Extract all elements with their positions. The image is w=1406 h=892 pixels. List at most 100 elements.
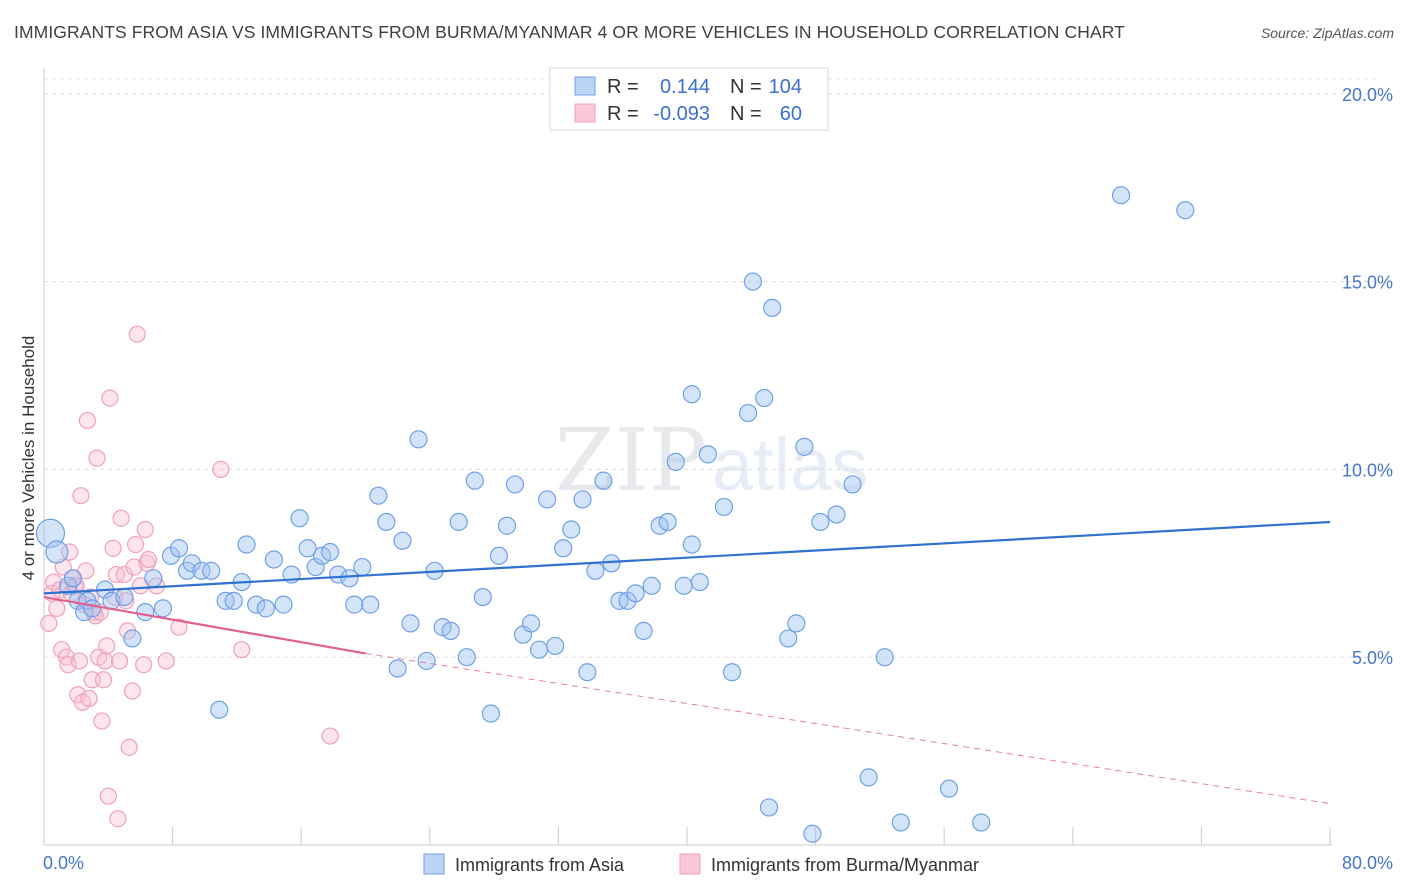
legend-label-asia: Immigrants from Asia xyxy=(455,855,625,875)
y-tick-label: 20.0% xyxy=(1342,85,1393,105)
asia-point xyxy=(123,629,142,648)
legend-swatch-asia xyxy=(423,853,445,875)
asia-point xyxy=(755,388,774,408)
stats-asia-n-label: N = xyxy=(730,76,762,98)
legend-swatch-burma xyxy=(679,853,701,875)
x-tick-label-max: 80.0% xyxy=(1342,853,1393,873)
y-tick-label: 10.0% xyxy=(1342,460,1393,480)
burma-point xyxy=(88,449,106,467)
asia-point xyxy=(875,648,894,667)
asia-point xyxy=(682,385,701,404)
stats-burma-r-value: -0.093 xyxy=(653,103,710,125)
burma-point xyxy=(98,637,116,655)
burma-point xyxy=(96,652,114,670)
burma-point xyxy=(59,656,77,674)
burma-point xyxy=(139,550,158,569)
asia-point xyxy=(409,430,428,449)
asia-point xyxy=(473,587,492,607)
stats-asia-r-label: R = xyxy=(607,76,639,98)
asia-point xyxy=(891,813,910,832)
burma-point xyxy=(112,509,130,527)
asia-point xyxy=(393,531,412,550)
source-credit: Source: ZipAtlas.com xyxy=(1260,25,1394,41)
burma-point xyxy=(233,641,251,659)
series-asia-points xyxy=(35,186,1195,843)
asia-point xyxy=(115,587,134,607)
asia-point xyxy=(35,518,66,548)
asia-point xyxy=(763,298,782,317)
asia-point xyxy=(369,486,388,505)
stats-legend: R = 0.144 N = 104 R = -0.093 N = 60 xyxy=(549,67,829,131)
asia-point xyxy=(787,614,806,633)
trend-line-burma xyxy=(43,596,366,655)
asia-point xyxy=(306,557,325,577)
asia-point xyxy=(1176,201,1195,220)
burma-point xyxy=(120,738,138,756)
asia-point xyxy=(554,539,573,558)
asia-point xyxy=(136,603,155,622)
asia-point xyxy=(714,497,734,517)
asia-point xyxy=(843,475,862,494)
asia-point xyxy=(743,272,763,291)
burma-point xyxy=(78,411,97,430)
trend-line-burma-extrapolated xyxy=(365,652,1331,805)
asia-point xyxy=(586,561,605,580)
asia-point xyxy=(202,561,221,580)
asia-point xyxy=(939,779,959,798)
asia-point xyxy=(674,576,693,595)
stats-swatch-asia xyxy=(574,76,596,96)
asia-point xyxy=(538,490,557,509)
asia-point xyxy=(505,475,525,494)
asia-point xyxy=(83,599,102,618)
asia-point xyxy=(401,614,420,633)
burma-point xyxy=(94,671,113,689)
watermark-atlas: atlas xyxy=(712,423,868,506)
stats-legend-box xyxy=(549,67,829,131)
asia-point xyxy=(182,554,201,573)
axes xyxy=(43,68,1332,846)
burma-point xyxy=(40,614,58,632)
asia-point xyxy=(298,539,317,558)
asia-point xyxy=(457,648,476,667)
watermark: ZIP atlas xyxy=(555,411,868,511)
burma-point xyxy=(123,682,142,700)
x-tick-label-min: 0.0% xyxy=(43,853,84,873)
asia-point xyxy=(45,540,69,564)
asia-point xyxy=(738,403,758,423)
asia-point xyxy=(377,512,396,532)
asia-point xyxy=(859,768,878,787)
burma-point xyxy=(170,618,188,636)
asia-point xyxy=(169,539,189,558)
asia-point xyxy=(803,824,822,843)
burma-point xyxy=(80,689,98,708)
asia-point xyxy=(489,546,509,565)
y-axis-label: 4 or more Vehicles in Household xyxy=(19,336,38,581)
stats-burma-n-label: N = xyxy=(730,103,762,125)
asia-point xyxy=(658,512,677,532)
asia-point xyxy=(666,452,685,471)
asia-point xyxy=(546,636,565,656)
asia-point xyxy=(827,505,846,524)
asia-point xyxy=(441,621,460,641)
asia-point xyxy=(361,595,380,614)
asia-point xyxy=(247,595,266,614)
burma-point xyxy=(125,558,143,576)
trend-line-asia xyxy=(43,520,1331,595)
burma-point xyxy=(70,652,88,670)
asia-point xyxy=(153,599,173,618)
asia-point xyxy=(256,599,275,618)
burma-point xyxy=(135,656,153,674)
stats-asia-n-value: 104 xyxy=(769,76,802,98)
burma-point xyxy=(104,539,122,557)
stats-burma-n-value: 60 xyxy=(780,103,802,125)
asia-point xyxy=(63,569,83,588)
burma-point xyxy=(127,535,145,554)
asia-point xyxy=(682,535,701,554)
asia-point xyxy=(521,614,541,633)
asia-point xyxy=(779,629,798,648)
asia-point xyxy=(290,509,309,528)
y-tick-label: 5.0% xyxy=(1352,648,1393,668)
burma-point xyxy=(128,325,146,343)
y-tick-label: 15.0% xyxy=(1342,273,1393,293)
burma-point xyxy=(61,543,79,561)
